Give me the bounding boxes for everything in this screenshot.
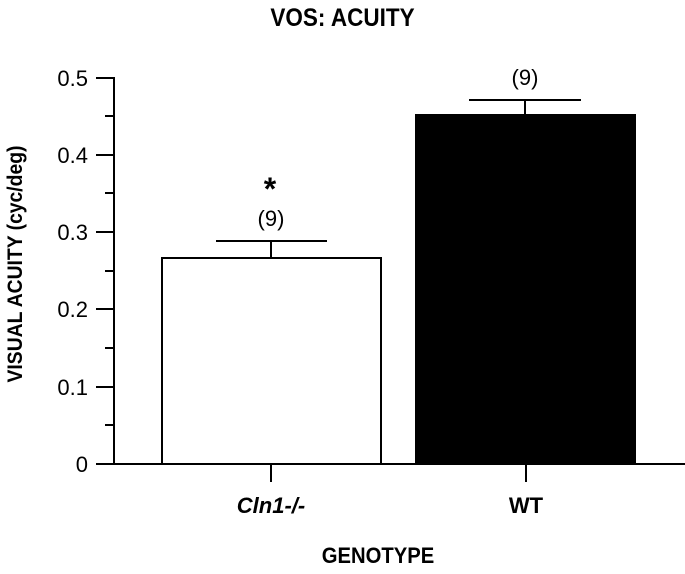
bar-cln1: (9) *	[161, 171, 382, 465]
n-label: (9)	[512, 65, 539, 90]
x-axis-label: GENOTYPE	[321, 543, 435, 568]
significance-marker: *	[264, 171, 277, 207]
bar-wt: (9)	[415, 65, 636, 464]
y-tick-label: 0.3	[57, 220, 88, 245]
y-tick-label: 0	[76, 452, 88, 477]
y-tick-label: 0.5	[57, 66, 88, 91]
chart-title: VOS: ACUITY	[270, 4, 415, 32]
n-label: (9)	[258, 206, 285, 231]
x-axis: Cln1-/- WT	[113, 463, 685, 518]
y-tick-label: 0.4	[57, 143, 88, 168]
x-category-label: WT	[509, 493, 544, 518]
y-tick-label: 0.2	[57, 297, 88, 322]
y-tick-label: 0.1	[57, 375, 88, 400]
y-axis: 0 0.1 0.2 0.3 0.4 0.5	[57, 66, 115, 477]
x-category-label: Cln1-/-	[237, 493, 305, 518]
